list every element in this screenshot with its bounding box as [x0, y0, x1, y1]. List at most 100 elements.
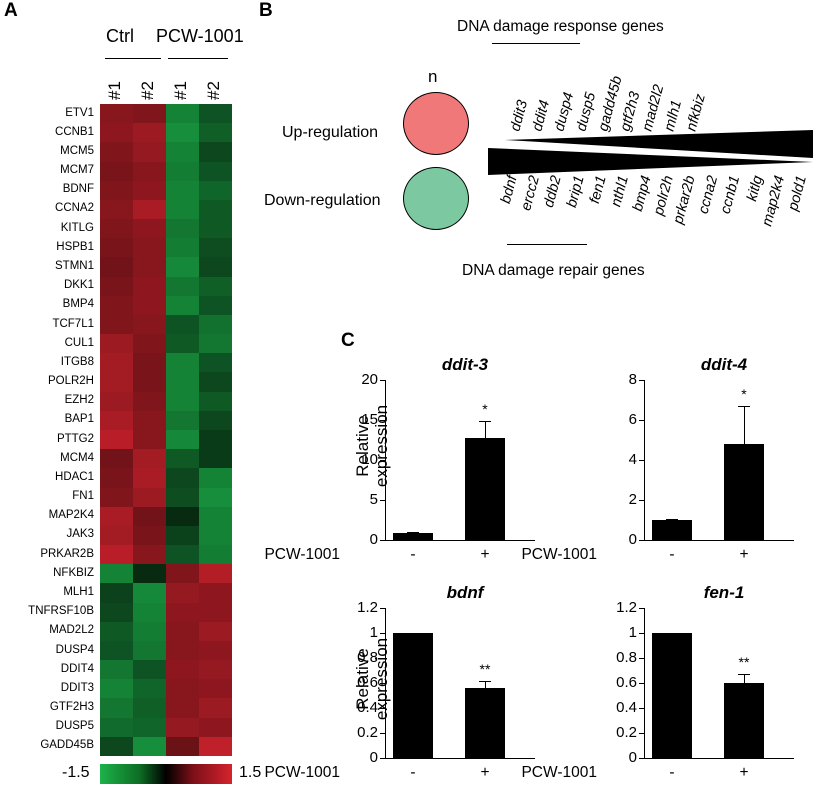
heatmap-gene-label: BDNF [62, 183, 94, 196]
heatmap-cell [133, 660, 166, 680]
heatmap-cell [100, 736, 133, 757]
y-tick-label: 0.6 [616, 674, 637, 691]
heatmap-cell [199, 238, 232, 258]
error-bar [485, 680, 486, 688]
heatmap-gene-label: JAK3 [66, 528, 95, 541]
heatmap-gene-label: DDIT3 [60, 681, 94, 694]
chart-title: ddit-3 [441, 355, 489, 374]
heatmap-sample-label: #2 [204, 81, 223, 100]
heatmap-cell [133, 276, 166, 297]
heatmap-cell [199, 468, 232, 489]
heatmap-cell [133, 449, 166, 469]
heatmap-cell [100, 314, 133, 335]
y-tick-mark [639, 460, 644, 461]
y-axis [385, 380, 386, 540]
down-gene-label: nthl1 [608, 174, 632, 209]
heatmap-cell [199, 180, 232, 201]
heatmap-cell [199, 583, 232, 604]
heatmap-cell [199, 736, 232, 757]
y-tick-label: 1.2 [357, 599, 378, 616]
y-tick-label: 1 [628, 624, 637, 641]
heatmap-cell [166, 276, 199, 297]
heatmap-cell [100, 640, 133, 661]
heatmap-cell [166, 698, 199, 719]
y-tick-label: 0.8 [616, 649, 637, 666]
y-tick-mark [639, 683, 644, 684]
heatmap-cell [166, 334, 199, 354]
y-tick-label: 5 [369, 491, 378, 508]
heatmap-cell [166, 602, 199, 623]
heatmap-cell [166, 353, 199, 373]
heatmap-cell [133, 334, 166, 354]
panel-label-a: A [4, 0, 18, 21]
heatmap-cell [199, 391, 232, 412]
heatmap-color-scale [100, 764, 232, 784]
heatmap-cell [166, 180, 199, 201]
heatmap-gene-label: HDAC1 [55, 470, 94, 483]
error-bar-cap [666, 519, 678, 520]
bar [393, 532, 433, 540]
heatmap-cell [133, 621, 166, 642]
heatmap-cell [100, 276, 133, 297]
heatmap-gene-label: PRKAR2B [40, 547, 94, 560]
heatmap-cell [133, 372, 166, 393]
expression-wedges [488, 130, 813, 175]
heatmap-cell [133, 640, 166, 661]
heatmap-cell [100, 238, 133, 258]
y-tick-mark [380, 500, 385, 501]
heatmap-cell [199, 621, 232, 642]
panel-label-c: C [341, 330, 355, 351]
heatmap-gene-label: DUSP4 [55, 643, 94, 656]
y-tick-label: 1.2 [616, 599, 637, 616]
y-tick-mark [639, 380, 644, 381]
heatmap-cell [133, 104, 166, 124]
heatmap-gene-label: ITGB8 [60, 355, 94, 368]
heatmap-cell [100, 142, 133, 163]
down-gene-label: ccnb1 [717, 174, 744, 216]
y-tick-label: 2 [628, 491, 637, 508]
heatmap-cell [100, 334, 133, 354]
y-axis [385, 608, 386, 758]
heatmap-cell [100, 660, 133, 680]
heatmap-cell [133, 717, 166, 738]
chart-title: bdnf [446, 583, 484, 602]
response-genes-underline [492, 43, 580, 44]
heatmap-cell [100, 353, 133, 373]
heatmap-cell [199, 602, 232, 623]
heatmap-gene-label: DUSP5 [55, 720, 94, 733]
heatmap-cell [133, 487, 166, 508]
heatmap-gene-label: GADD45B [40, 739, 94, 752]
y-tick-mark [380, 380, 385, 381]
heatmap-cell [133, 564, 166, 584]
heatmap-gene-label: DKK1 [63, 279, 94, 292]
down-gene-label: ddb2 [541, 174, 566, 210]
treated-bracket-line [168, 58, 228, 59]
heatmap-gene-label: CCNA2 [55, 202, 94, 215]
heatmap-cell [199, 506, 232, 527]
heatmap-cell [166, 314, 199, 335]
heatmap-cell [166, 660, 199, 680]
heatmap-cell [199, 295, 232, 316]
x-category-label: + [480, 764, 490, 781]
heatmap-gene-label: TNFRSF10B [28, 605, 94, 618]
y-tick-mark [639, 708, 644, 709]
heatmap-cell [133, 468, 166, 489]
heatmap-cell [100, 295, 133, 316]
ctrl-bracket-line [105, 58, 161, 59]
down-gene-label: kitlg [743, 174, 766, 204]
heatmap-gene-label: MCM4 [60, 451, 94, 464]
y-tick-label: 0.2 [357, 724, 378, 741]
y-tick-mark [639, 758, 644, 759]
up-regulation-label: Up-regulation [282, 124, 379, 141]
bar [652, 520, 692, 540]
heatmap-cell [166, 372, 199, 393]
error-bar-cap [479, 680, 491, 682]
y-tick-mark [380, 733, 385, 734]
heatmap-cell [100, 430, 133, 450]
down-gene-label: brip1 [563, 174, 588, 210]
heatmap-cell [133, 257, 166, 278]
heatmap-cell [199, 698, 232, 719]
error-bar [485, 420, 486, 438]
heatmap-cell [166, 468, 199, 489]
y-tick-mark [639, 733, 644, 734]
